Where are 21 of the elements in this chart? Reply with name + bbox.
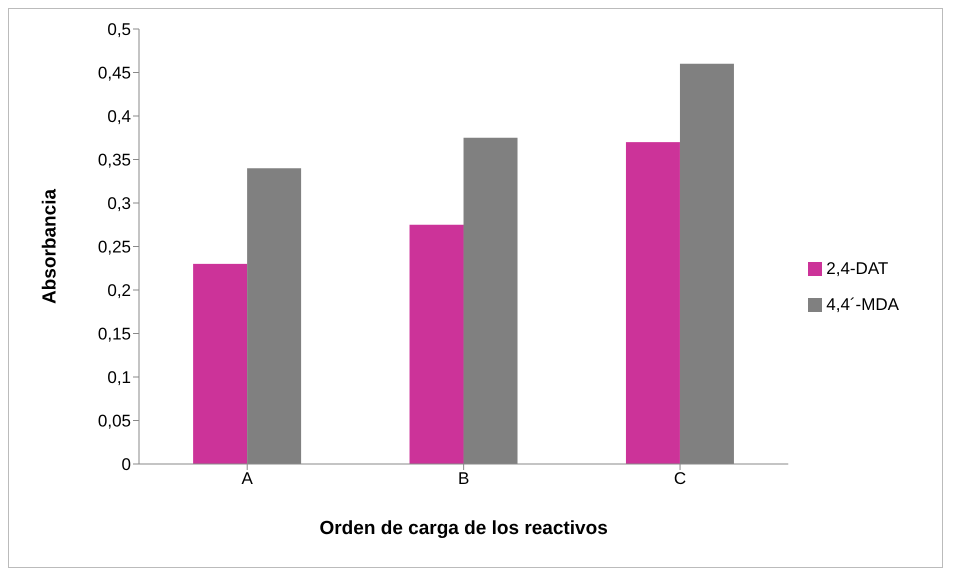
bar <box>626 142 680 464</box>
legend-label: 2,4-DAT <box>826 258 888 278</box>
y-tick-label: 0,15 <box>98 324 131 344</box>
y-tick-label: 0,4 <box>107 107 131 126</box>
bar <box>410 224 464 464</box>
x-axis-title: Orden de carga de los reactivos <box>319 518 608 539</box>
y-axis-title: Absorbancia <box>40 188 61 304</box>
y-tick-label: 0,5 <box>107 20 131 40</box>
y-tick-label: 0,45 <box>98 64 131 83</box>
legend-label: 4,4´-MDA <box>826 294 899 314</box>
y-tick-label: 0,35 <box>98 150 131 170</box>
y-tick-label: 0,25 <box>98 238 131 257</box>
y-tick-label: 0,05 <box>98 412 131 431</box>
x-tick-label: B <box>458 469 470 488</box>
x-tick-label: C <box>674 469 686 488</box>
bar <box>193 264 248 464</box>
y-tick-label: 0,3 <box>107 194 131 214</box>
x-tick-label: A <box>242 469 254 488</box>
y-tick-label: 0,1 <box>107 368 131 388</box>
y-tick-label: 0 <box>122 455 131 474</box>
y-tick-label: 0,2 <box>107 281 131 300</box>
